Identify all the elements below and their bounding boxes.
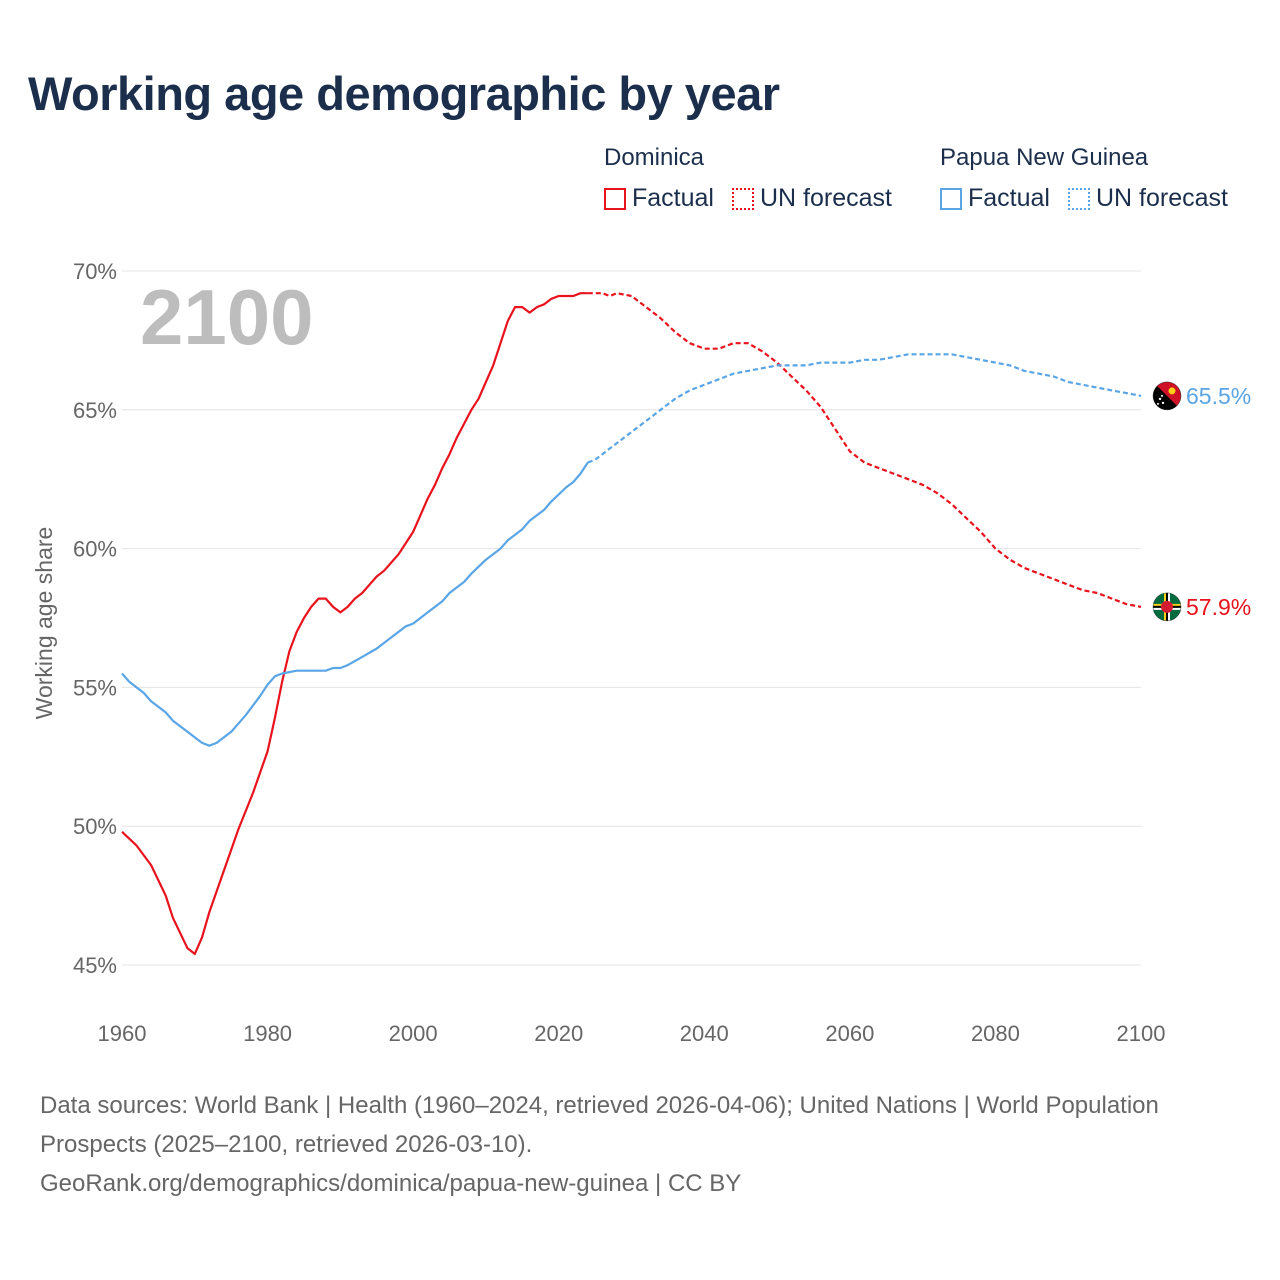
legend-swatch-dotted xyxy=(731,187,754,210)
y-tick-label: 70% xyxy=(73,259,117,284)
y-axis-title: Working age share xyxy=(31,527,57,720)
legend-dominica-forecast-label: UN forecast xyxy=(759,184,892,212)
x-tick-label: 2060 xyxy=(825,1021,874,1046)
series-line-forecast-0 xyxy=(587,292,1142,608)
legend-dominica: Dominica Factual UN forecast xyxy=(604,144,892,213)
legend-png-forecast[interactable]: UN forecast xyxy=(1067,184,1228,213)
legend-png-title: Papua New Guinea xyxy=(940,144,1149,171)
end-label-dominica: 57.9% xyxy=(1186,594,1251,620)
dominica-flag-icon xyxy=(1152,592,1182,622)
series-line-factual-1 xyxy=(121,461,589,747)
y-tick-label: 65% xyxy=(73,398,117,423)
y-tick-label: 45% xyxy=(73,953,117,978)
data-sources: Data sources: World Bank | Health (1960–… xyxy=(40,1092,1159,1158)
legend-png-factual-label: Factual xyxy=(968,184,1050,212)
line-chart: 45% 50% 55% 60% 65% 70% 1960 1980 2000 2020 2040 2… xyxy=(31,259,1251,1046)
y-tick-label: 50% xyxy=(73,814,117,839)
year-watermark: 2100 xyxy=(140,273,314,361)
x-tick-label: 2080 xyxy=(971,1021,1020,1046)
source-link[interactable]: GeoRank.org/demographics/dominica/papua-… xyxy=(40,1170,742,1197)
legend-swatch-solid xyxy=(940,187,962,210)
legend-swatch-solid xyxy=(604,187,626,210)
series-line-factual-0 xyxy=(121,292,588,955)
legend-png: Papua New Guinea Factual UN forecast xyxy=(940,144,1228,213)
x-tick-label: 2040 xyxy=(680,1021,729,1046)
legend-swatch-dotted xyxy=(1067,187,1090,210)
y-tick-label: 60% xyxy=(73,537,117,562)
legend-dominica-factual-label: Factual xyxy=(632,184,714,212)
x-axis: 1960 1980 2000 2020 2040 2060 2080 2100 xyxy=(98,1021,1166,1046)
series-lines xyxy=(121,292,1142,955)
legend-png-factual[interactable]: Factual xyxy=(940,184,1050,213)
x-tick-label: 2000 xyxy=(389,1021,438,1046)
x-tick-label: 2020 xyxy=(534,1021,583,1046)
legend-dominica-factual[interactable]: Factual xyxy=(604,184,714,213)
legend-dominica-forecast[interactable]: UN forecast xyxy=(731,184,892,213)
y-tick-label: 55% xyxy=(73,675,117,700)
y-axis: 45% 50% 55% 60% 65% 70% xyxy=(73,259,117,978)
x-tick-label: 2100 xyxy=(1117,1021,1166,1046)
end-label-png: 65.5% xyxy=(1186,383,1251,409)
papua-new-guinea-flag-icon xyxy=(1152,381,1182,411)
x-tick-label: 1980 xyxy=(243,1021,292,1046)
x-tick-label: 1960 xyxy=(98,1021,147,1046)
chart-title: Working age demographic by year xyxy=(28,67,780,120)
legend-png-forecast-label: UN forecast xyxy=(1095,184,1228,212)
series-line-forecast-1 xyxy=(587,353,1142,464)
gridlines xyxy=(122,270,1141,966)
footer: Data sources: World Bank | Health (1960–… xyxy=(40,1086,1180,1203)
legend-dominica-title: Dominica xyxy=(604,144,705,171)
